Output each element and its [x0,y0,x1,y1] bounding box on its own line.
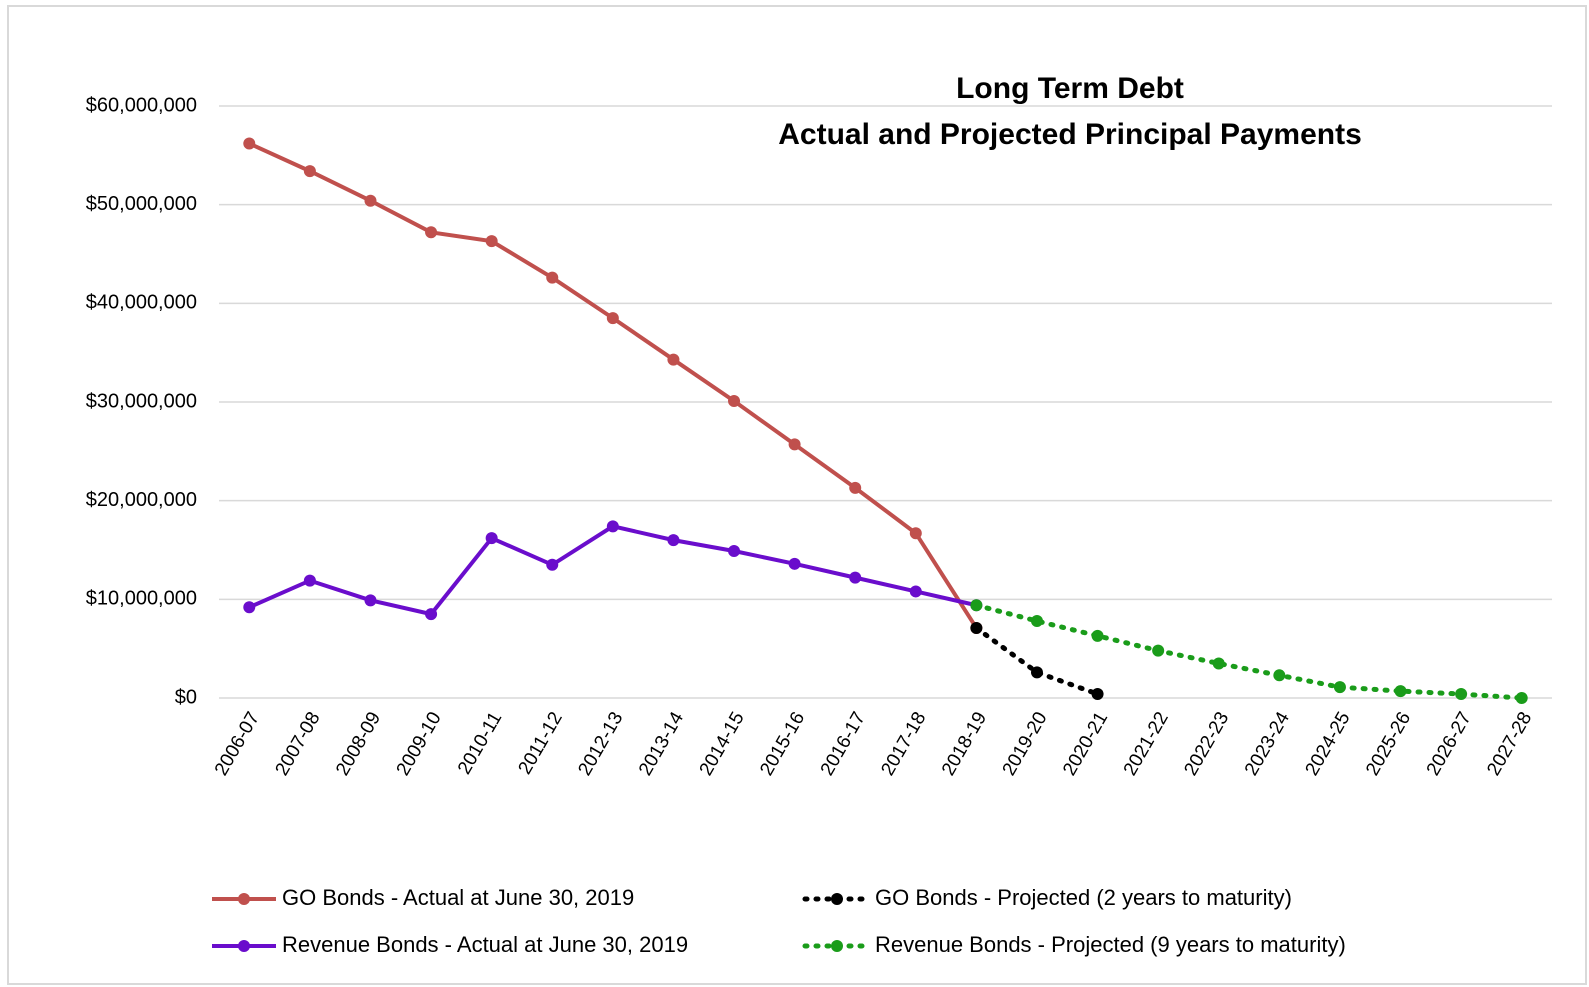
data-point [546,558,559,571]
legend-marker [831,940,843,952]
data-point [788,557,801,570]
legend-label: GO Bonds - Projected (2 years to maturit… [875,885,1292,910]
x-tick-label: 2009-10 [393,709,446,780]
x-tick-label: 2022-23 [1180,709,1233,780]
chart-subtitle: Actual and Projected Principal Payments [778,118,1362,151]
data-point [1333,681,1346,694]
data-point [909,585,922,598]
legend-label: GO Bonds - Actual at June 30, 2019 [282,885,634,910]
data-point [849,481,862,494]
x-tick-label: 2020-21 [1059,709,1112,780]
y-tick-label: $10,000,000 [86,588,197,610]
series-line [973,625,1101,697]
legend-label: Revenue Bonds - Actual at June 30, 2019 [282,932,688,957]
data-point [1091,688,1104,701]
data-point [1273,669,1286,682]
data-point [909,527,922,540]
x-tick-label: 2014-15 [696,709,749,780]
x-tick-label: 2008-09 [332,709,385,780]
data-point [243,137,256,150]
data-point [970,599,983,612]
y-tick-label: $40,000,000 [86,292,197,314]
y-tick-label: $0 [175,686,197,708]
x-tick-label: 2024-25 [1302,709,1355,780]
x-tick-label: 2011-12 [515,709,567,779]
series-line [973,602,1525,701]
data-point [1091,629,1104,642]
y-tick-label: $60,000,000 [86,94,197,116]
x-tick-label: 2017-18 [877,709,930,780]
x-tick-label: 2013-14 [635,708,688,779]
chart-title: Long Term Debt [956,72,1184,105]
x-tick-label: 2010-11 [454,709,506,779]
legend-marker [238,940,250,952]
data-point [667,353,680,366]
x-tick-label: 2021-22 [1120,709,1173,780]
data-point [849,571,862,584]
x-tick-label: 2018-19 [938,709,991,780]
x-tick-label: 2012-13 [574,709,627,780]
legend-marker [238,893,250,905]
legend-item: GO Bonds - Actual at June 30, 2019 [212,885,634,910]
data-point [606,520,619,533]
data-point [425,608,438,621]
legend-marker [831,893,843,905]
data-point [1030,615,1043,628]
data-point [364,194,377,207]
data-point [1030,666,1043,679]
data-point [1455,688,1468,701]
chart-frame [7,5,1587,985]
data-point [788,438,801,451]
data-point [485,235,498,248]
data-point [546,271,559,284]
data-point [1152,644,1165,657]
data-point [667,534,680,547]
data-point [1212,657,1225,670]
data-point [1515,692,1528,704]
data-point [1394,685,1407,698]
legend-label: Revenue Bonds - Projected (9 years to ma… [875,932,1346,957]
data-point [425,226,438,239]
data-point [243,601,256,614]
x-tick-label: 2016-17 [817,709,870,780]
data-point [303,165,316,178]
x-tick-label: 2025-26 [1362,709,1415,780]
x-tick-label: 2019-20 [999,709,1052,780]
y-tick-label: $30,000,000 [86,390,197,412]
series-line [248,524,977,617]
x-tick-label: 2027-28 [1483,709,1536,780]
data-point [485,532,498,545]
data-point [303,574,316,587]
y-tick-label: $50,000,000 [86,193,197,215]
data-point [606,312,619,325]
data-point [728,395,741,408]
x-tick-label: 2026-27 [1423,709,1476,780]
y-tick-label: $20,000,000 [86,489,197,511]
legend-item: Revenue Bonds - Actual at June 30, 2019 [212,932,688,957]
series-line [248,141,979,630]
data-point [970,621,983,634]
x-tick-label: 2006-07 [211,709,264,780]
x-tick-label: 2015-16 [756,709,809,780]
x-tick-label: 2023-24 [1241,708,1294,779]
data-point [728,544,741,557]
x-tick-label: 2007-08 [272,709,325,780]
data-point [364,594,377,607]
legend-item: GO Bonds - Projected (2 years to maturit… [802,885,1292,910]
legend-item: Revenue Bonds - Projected (9 years to ma… [802,932,1346,957]
